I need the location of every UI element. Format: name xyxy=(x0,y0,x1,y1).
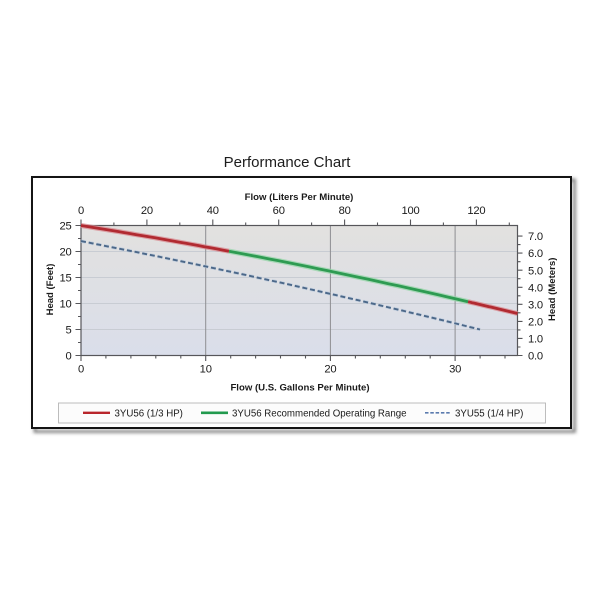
svg-text:Flow (U.S. Gallons Per Minute): Flow (U.S. Gallons Per Minute) xyxy=(230,383,369,394)
svg-text:0.0: 0.0 xyxy=(528,351,543,363)
svg-text:60: 60 xyxy=(273,205,285,217)
svg-text:30: 30 xyxy=(449,364,461,376)
svg-text:100: 100 xyxy=(401,205,419,217)
svg-text:0: 0 xyxy=(78,364,84,376)
svg-text:0: 0 xyxy=(65,351,71,363)
svg-text:10: 10 xyxy=(59,299,71,311)
svg-text:20: 20 xyxy=(141,205,153,217)
svg-text:0: 0 xyxy=(78,205,84,217)
svg-text:10: 10 xyxy=(200,364,212,376)
svg-text:Flow (Liters Per Minute): Flow (Liters Per Minute) xyxy=(245,192,354,203)
svg-text:4.0: 4.0 xyxy=(528,282,543,294)
svg-text:3YU56 Recommended Operating Ra: 3YU56 Recommended Operating Range xyxy=(232,408,406,419)
svg-text:3YU56 (1/3 HP): 3YU56 (1/3 HP) xyxy=(115,408,183,419)
svg-text:20: 20 xyxy=(324,364,336,376)
svg-text:40: 40 xyxy=(207,205,219,217)
svg-text:6.0: 6.0 xyxy=(528,248,543,260)
svg-text:7.0: 7.0 xyxy=(528,231,543,243)
svg-text:5: 5 xyxy=(65,325,71,337)
svg-text:15: 15 xyxy=(59,273,71,285)
svg-text:3.0: 3.0 xyxy=(528,299,543,311)
svg-text:2.0: 2.0 xyxy=(528,317,543,329)
svg-text:80: 80 xyxy=(339,205,351,217)
svg-text:Performance Chart: Performance Chart xyxy=(224,154,352,171)
svg-text:120: 120 xyxy=(467,205,485,217)
svg-text:Head (Meters): Head (Meters) xyxy=(547,258,558,321)
svg-text:3YU55 (1/4 HP): 3YU55 (1/4 HP) xyxy=(455,408,523,419)
svg-text:20: 20 xyxy=(59,247,71,259)
svg-text:1.0: 1.0 xyxy=(528,334,543,346)
svg-text:25: 25 xyxy=(59,221,71,233)
svg-text:Head (Feet): Head (Feet) xyxy=(45,264,56,316)
svg-text:5.0: 5.0 xyxy=(528,265,543,277)
